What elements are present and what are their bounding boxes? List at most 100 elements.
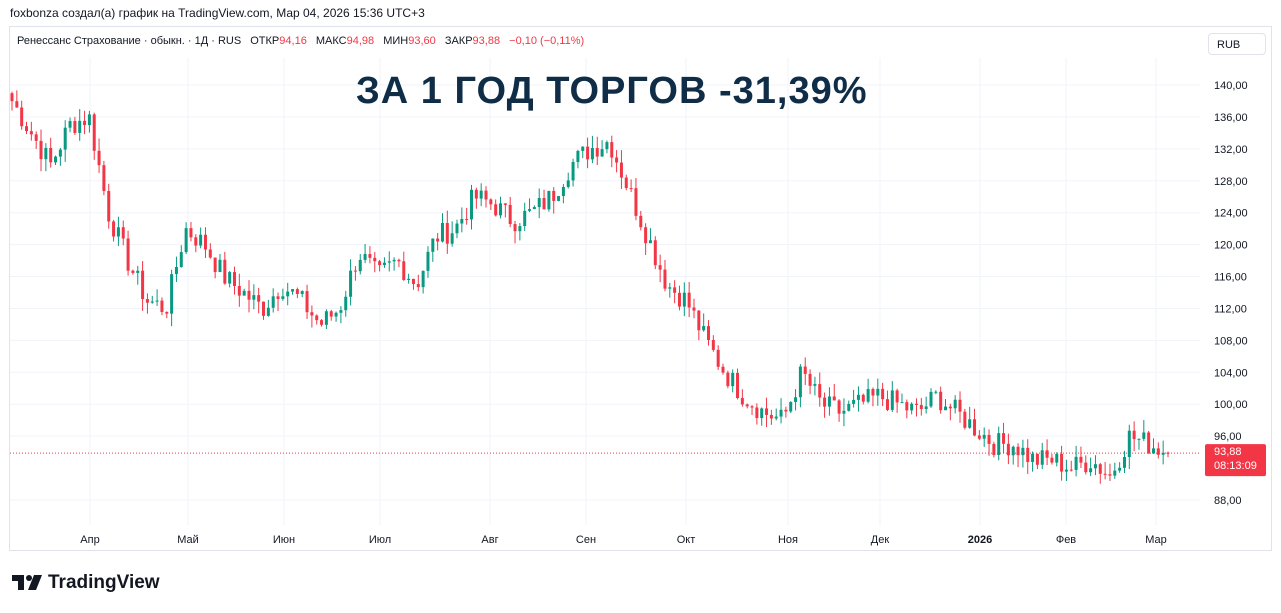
- candle-body: [513, 224, 517, 232]
- candle-body: [847, 403, 851, 411]
- candle-body: [861, 394, 865, 402]
- x-tick-label: Апр: [80, 534, 99, 546]
- candle-body: [484, 190, 488, 200]
- candle-body: [590, 147, 594, 160]
- last-price-badge-price: 93,88: [1214, 446, 1242, 458]
- candle-body: [914, 403, 918, 406]
- candle-body: [339, 310, 343, 313]
- candle-body: [697, 310, 701, 331]
- candle-body: [426, 251, 430, 271]
- candle-body: [373, 257, 377, 262]
- candle-body: [682, 292, 686, 307]
- candle-body: [900, 402, 904, 404]
- candle-body: [1011, 446, 1015, 456]
- candle-body: [644, 227, 648, 244]
- candle-body: [107, 190, 111, 222]
- x-tick-label: Июн: [273, 534, 295, 546]
- candle-body: [170, 274, 174, 314]
- tradingview-logo[interactable]: TradingView: [12, 572, 160, 594]
- candle-body: [832, 396, 836, 401]
- candle-body: [165, 311, 169, 314]
- candle-body: [44, 147, 48, 160]
- candle-body: [291, 289, 295, 292]
- candle-body: [876, 388, 880, 396]
- candle-body: [145, 299, 149, 303]
- candle-body: [402, 261, 406, 280]
- candle-body: [450, 233, 454, 244]
- candle-body: [726, 372, 730, 387]
- candle-body: [905, 402, 909, 411]
- candle-body: [837, 400, 841, 414]
- candle-body: [499, 203, 503, 216]
- candle-body: [1118, 467, 1122, 471]
- last-price-badge: 93,88 08:13:09: [1205, 444, 1266, 477]
- x-tick-label: Фев: [1056, 534, 1076, 546]
- candle-body: [112, 221, 116, 237]
- x-tick-label: Май: [177, 534, 199, 546]
- last-price-badge-bg: [1205, 444, 1266, 477]
- candle-body: [600, 149, 604, 157]
- y-tick-label: 96,00: [1214, 431, 1242, 443]
- candle-body: [203, 234, 207, 250]
- candle-body: [745, 404, 749, 407]
- y-tick-label: 116,00: [1214, 272, 1247, 284]
- candle-body: [1151, 448, 1155, 454]
- candle-body: [1016, 446, 1020, 456]
- candle-body: [141, 270, 145, 300]
- candle-body: [619, 162, 623, 178]
- candle-body: [755, 407, 759, 419]
- candle-body: [881, 388, 885, 400]
- legend-low-value: 93,60: [408, 35, 436, 47]
- candle-body: [784, 409, 788, 412]
- legend-symbol: Ренессанс Страхование · обыкн. · 1Д · RU…: [17, 35, 242, 47]
- candle-body: [1002, 433, 1006, 444]
- symbol-legend: Ренессанс Страхование · обыкн. · 1Д · RU…: [17, 35, 584, 47]
- candle-body: [358, 259, 362, 272]
- candle-body: [208, 249, 212, 258]
- chart-grid: [10, 58, 1200, 525]
- candle-body: [155, 300, 159, 302]
- x-tick-label: Дек: [871, 534, 890, 546]
- candle-body: [658, 265, 662, 270]
- candle-body: [944, 406, 948, 411]
- candle-body: [566, 180, 570, 187]
- x-tick-label: Сен: [576, 534, 596, 546]
- candle-body: [174, 267, 178, 275]
- candle-body: [827, 396, 831, 407]
- candle-body: [353, 270, 357, 272]
- candle-body: [455, 223, 459, 234]
- time-axis: Апр Май Июн Июл Авг Сен Окт Ноя Дек 2026 Фев Мар: [80, 534, 1166, 546]
- y-tick-label: 124,00: [1214, 208, 1248, 220]
- candle-body: [97, 150, 101, 166]
- candle-body: [136, 270, 140, 273]
- legend-high-value: 94,98: [346, 35, 375, 47]
- candle-body: [547, 190, 551, 210]
- y-tick-label: 88,00: [1214, 495, 1242, 507]
- candle-body: [615, 157, 619, 163]
- candle-body: [673, 287, 677, 293]
- candle-body: [58, 149, 62, 157]
- candle-body: [813, 384, 817, 386]
- candle-body: [1060, 453, 1064, 472]
- candle-body: [242, 290, 246, 296]
- candle-body: [963, 411, 967, 428]
- candle-body: [736, 372, 740, 399]
- candle-body: [890, 390, 894, 410]
- candle-body: [774, 416, 778, 419]
- y-tick-label: 120,00: [1214, 240, 1248, 252]
- currency-button[interactable]: RUB: [1208, 33, 1266, 55]
- candle-body: [958, 399, 962, 412]
- candle-body: [687, 292, 691, 308]
- candle-body: [266, 307, 270, 316]
- candle-body: [407, 278, 411, 280]
- candle-body: [1089, 468, 1093, 473]
- candle-body: [624, 177, 628, 189]
- candle-body: [436, 238, 440, 242]
- candle-body: [1127, 430, 1131, 458]
- candle-body: [581, 146, 585, 151]
- candle-body: [1147, 432, 1151, 454]
- candle-body: [1161, 452, 1165, 455]
- y-tick-label: 128,00: [1214, 176, 1248, 188]
- candle-body: [1021, 447, 1025, 456]
